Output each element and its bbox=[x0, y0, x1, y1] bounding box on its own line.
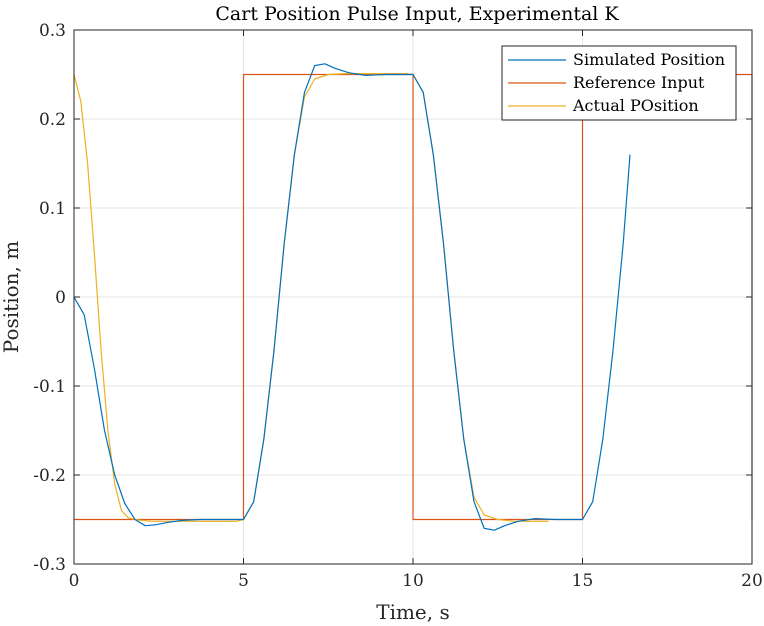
y-tick-label: 0.1 bbox=[39, 199, 66, 219]
legend-label: Simulated Position bbox=[573, 50, 725, 69]
y-tick-label: -0.1 bbox=[33, 377, 66, 397]
x-tick-label: 5 bbox=[238, 571, 249, 591]
y-tick-label: 0.3 bbox=[39, 21, 66, 41]
legend: Simulated Position Reference Input Actual … bbox=[501, 45, 737, 121]
legend-label: Actual POsition bbox=[572, 96, 699, 115]
y-axis-label: Position, m bbox=[0, 241, 23, 353]
y-tick-label: 0.2 bbox=[39, 110, 66, 130]
x-tick-label: 20 bbox=[741, 571, 763, 591]
y-tick-label: -0.3 bbox=[33, 555, 66, 575]
y-tick-label: -0.2 bbox=[33, 466, 66, 486]
chart-title: Cart Position Pulse Input, Experimental … bbox=[215, 3, 619, 25]
series-line-simulated-position bbox=[73, 63, 631, 531]
x-tick-label: 0 bbox=[69, 571, 80, 591]
legend-label: Reference Input bbox=[573, 73, 705, 92]
x-axis-label: Time, s bbox=[376, 600, 450, 624]
axis-ticks: 0 5 10 15 20 -0.3 -0.2 -0.1 0 0.1 0.2 0.3 bbox=[33, 21, 763, 591]
x-tick-label: 10 bbox=[402, 571, 424, 591]
y-tick-label: 0 bbox=[55, 288, 66, 308]
x-tick-label: 15 bbox=[572, 571, 594, 591]
